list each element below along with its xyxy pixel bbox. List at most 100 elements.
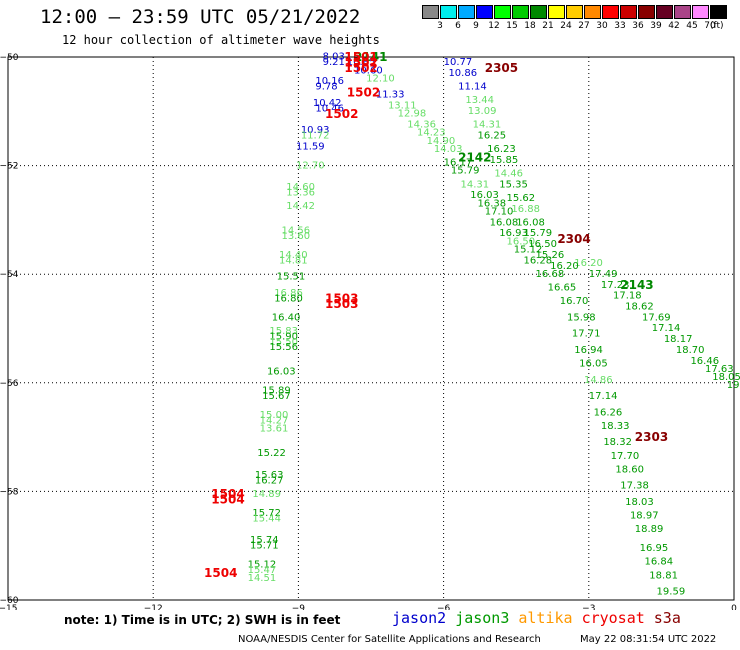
wave-height-label: 16.20 — [550, 261, 579, 272]
x-tick-label: −6 — [437, 604, 451, 610]
pass-id-label: 1502 — [344, 61, 377, 75]
y-tick-label: −56 — [0, 379, 19, 389]
wave-height-label: 16.23 — [487, 144, 516, 155]
wave-height-label: 8.03 — [323, 52, 345, 63]
legend-altika: altika — [518, 609, 573, 627]
wave-height-label: 12.70 — [296, 160, 325, 171]
wave-height-label: 16.08 — [490, 217, 519, 228]
wave-height-label: 10.60 — [354, 65, 383, 76]
wave-height-label: 15.35 — [499, 179, 528, 190]
wave-height-label: 15.12 — [514, 244, 543, 255]
wave-height-label: 15.62 — [507, 193, 536, 204]
color-scale-tick: 21 — [542, 21, 554, 31]
y-tick-label: −58 — [0, 487, 19, 497]
wave-height-label: 16.25 — [477, 130, 506, 141]
wave-height-label: 16.05 — [579, 359, 608, 370]
wave-height-label: 15.22 — [257, 448, 286, 459]
wave-height-label: 15.98 — [567, 312, 596, 323]
color-scale-tick: 18 — [524, 21, 536, 31]
wave-height-label: 15.50 — [269, 337, 298, 348]
wave-height-label: 18.97 — [630, 511, 659, 522]
page-title: 12:00 – 23:59 UTC 05/21/2022 — [40, 6, 361, 28]
color-swatch — [692, 5, 709, 19]
wave-height-label: 16.08 — [516, 217, 545, 228]
wave-height-label: 16.26 — [594, 407, 623, 418]
wave-height-label: 16.65 — [548, 282, 577, 293]
wave-height-label: 18.32 — [603, 437, 632, 448]
color-scale-tick: 70 — [704, 21, 716, 31]
wave-height-label: 17.70 — [611, 451, 640, 462]
wave-height-label: 16.03 — [267, 367, 296, 378]
wave-height-label: 17.71 — [572, 329, 601, 340]
wave-height-label: 15.74 — [250, 535, 279, 546]
y-tick-label: −50 — [0, 53, 19, 63]
color-swatch — [656, 5, 673, 19]
wave-height-label: 17.10 — [485, 206, 514, 217]
wave-height-label: 13.60 — [281, 231, 310, 242]
wave-height-label: 15.12 — [248, 559, 277, 570]
wave-height-label: 16.70 — [560, 296, 589, 307]
wave-height-label: 15.00 — [260, 410, 289, 421]
wave-height-label: 14.42 — [286, 201, 315, 212]
wave-height-label: 19.59 — [657, 587, 686, 598]
wave-height-label: 14.89 — [252, 489, 281, 500]
satellite-legend: jason2 jason3 altika cryosat s3a — [392, 609, 690, 627]
wave-height-label: 18.60 — [615, 464, 644, 475]
wave-height-label: 17.23 — [601, 280, 630, 291]
pass-id-label: 1502 — [347, 85, 380, 99]
wave-height-label: 15.72 — [252, 508, 281, 519]
color-scale-tick: 27 — [578, 21, 590, 31]
x-tick-label: 0 — [731, 604, 737, 610]
wave-height-label: 14.60 — [286, 182, 315, 193]
color-scale-unit: (ft) — [710, 21, 724, 31]
timestamp-text: May 22 08:31:54 UTC 2022 — [580, 634, 717, 645]
wave-height-label: 16.17 — [444, 158, 473, 169]
wave-height-label: 10.46 — [315, 103, 344, 114]
pass-id-label: 2143 — [620, 278, 653, 292]
wave-height-label: 15.67 — [262, 391, 291, 402]
wave-height-label: 14.03 — [434, 144, 463, 155]
wave-height-label: 10.86 — [448, 68, 477, 79]
wave-height-label: 16.50 — [528, 239, 557, 250]
pass-id-label: 1504 — [211, 493, 244, 507]
color-swatch — [620, 5, 637, 19]
wave-height-label: 15.47 — [248, 565, 277, 576]
wave-height-label: 18.81 — [649, 570, 678, 581]
x-tick-label: −12 — [144, 604, 163, 610]
wave-height-label: 15.63 — [255, 470, 284, 481]
wave-height-label: 16.86 — [274, 288, 303, 299]
pass-id-label: 1502 — [325, 107, 358, 121]
color-swatch — [638, 5, 655, 19]
wave-height-label: 15.83 — [269, 326, 298, 337]
color-scale-tick: 42 — [668, 21, 680, 31]
pass-id-labels: 2141150115021502150215021503150315041504… — [204, 50, 668, 580]
wave-height-label: 14.23 — [417, 128, 446, 139]
wave-height-label: 12.98 — [398, 109, 427, 120]
color-swatch — [710, 5, 727, 19]
wave-height-label: 15.44 — [252, 513, 281, 524]
wave-height-label: 14.40 — [279, 250, 308, 261]
color-swatch — [440, 5, 457, 19]
wave-height-map: −15 −12 −9 −6 −3 0 −50 −52 −54 −56 −58 −60 8.039.21… — [0, 50, 740, 610]
color-swatch — [458, 5, 475, 19]
pass-id-label: 1504 — [204, 566, 237, 580]
color-scale-tick: 33 — [614, 21, 626, 31]
wave-height-label: 16.94 — [574, 345, 603, 356]
wave-height-label: 18.03 — [625, 497, 654, 508]
wave-height-label: 10.85 — [347, 57, 376, 68]
wave-height-label: 13.61 — [260, 424, 289, 435]
wave-height-label: 14.90 — [427, 136, 456, 147]
wave-height-label: 16.84 — [644, 557, 673, 568]
wave-height-label: 17.18 — [613, 291, 642, 302]
wave-height-label: 9.78 — [315, 82, 337, 93]
lat-lon-grid — [7, 56, 735, 601]
wave-height-label: 18.05 — [712, 372, 740, 383]
color-swatch — [512, 5, 529, 19]
wave-height-label: 14.46 — [494, 168, 523, 179]
color-swatch — [584, 5, 601, 19]
wave-height-label: 14.51 — [248, 573, 277, 584]
wave-height-label: 17.69 — [642, 312, 671, 323]
wave-height-label: 15.79 — [451, 166, 480, 177]
color-scale-tick: 15 — [506, 21, 518, 31]
pass-id-label: 1501 — [344, 50, 377, 64]
